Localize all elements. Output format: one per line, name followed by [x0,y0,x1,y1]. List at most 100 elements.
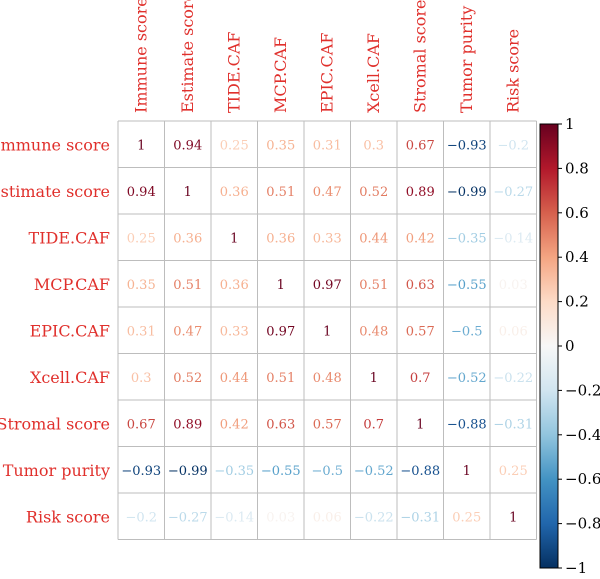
cell-value: 0.63 [266,417,295,432]
cell-value: 0.47 [173,324,202,339]
colorbar-tick-label: −1 [565,559,587,577]
cell-value: −0.52 [447,371,487,386]
colorbar-gradient [539,123,559,569]
row-label: TIDE.CAF [29,228,110,247]
cell-value: −0.5 [451,324,483,339]
cell-value: −0.22 [493,371,533,386]
cell-value: 0.57 [406,324,435,339]
column-labels: Immune score Estimate score TIDE.CAF MCP.CA… [131,0,522,113]
cell-value: 0.36 [173,231,202,246]
colorbar-tick-label: −0.2 [565,381,600,399]
cell-value: 0.33 [313,231,342,246]
colorbar-tick-label: 0 [565,337,575,355]
cell-value: 0.47 [313,185,342,200]
colorbar-tick-label: −0.8 [565,515,600,533]
cell-value: 0.63 [406,278,435,293]
cell-value: −0.27 [168,510,208,525]
cell-value: −0.31 [400,510,440,525]
cell-value: 0.52 [359,185,388,200]
colorbar-tick-label: −0.4 [565,426,600,444]
cell-value: −0.2 [125,510,157,525]
cell-value: 0.31 [127,324,156,339]
cell-value: 0.36 [266,231,295,246]
cell-value: 0.36 [220,278,249,293]
cell-value: 0.3 [363,138,384,153]
cell-value: 0.31 [313,138,342,153]
cell-value: 0.44 [359,231,388,246]
cell-value: 0.51 [266,185,295,200]
cell-value: −0.99 [447,185,487,200]
cell-value: 0.36 [220,185,249,200]
cell-value: 0.06 [313,510,342,525]
cell-value: 0.25 [220,138,249,153]
cell-value: −0.2 [497,138,529,153]
colorbar-tick-label: −0.6 [565,470,600,488]
cell-value: −0.99 [168,464,208,479]
column-label: Estimate score [178,0,197,113]
cell-value: 0.51 [173,278,202,293]
heatmap-cells: 1 0.94 0.25 0.35 0.31 0.3 0.67 −0.93 −0.20.94 1 0.… [117,120,537,540]
row-label: Xcell.CAF [30,368,110,387]
cell-value: −0.93 [447,138,487,153]
row-label: Immune score [0,135,110,154]
cell-value: 0.94 [127,185,156,200]
row-labels: Immune score Estimate score TIDE.CAF MCP.CA… [0,135,110,526]
cell-value: −0.5 [311,464,343,479]
column-label: Stromal score [410,0,429,113]
cell-value: 1 [463,464,471,479]
cell-value: 0.52 [173,371,202,386]
cell-value: −0.14 [214,510,254,525]
cell-value: 0.25 [127,231,156,246]
cell-value: 0.48 [359,324,388,339]
row-label: EPIC.CAF [30,321,110,340]
column-label: Risk score [503,29,522,113]
cell-value: −0.14 [493,231,533,246]
colorbar-tick-label: 0.8 [565,159,589,177]
cell-value: 0.44 [220,371,249,386]
cell-value: −0.35 [214,464,254,479]
cell-value: 0.97 [266,324,295,339]
cell-value: −0.55 [447,278,487,293]
cell-value: 1 [509,510,517,525]
cell-value: 0.3 [131,371,152,386]
column-label: Immune score [131,0,150,113]
cell-value: −0.52 [354,464,394,479]
cell-value: 0.51 [266,371,295,386]
cell-value: −0.22 [354,510,394,525]
cell-value: 1 [230,231,238,246]
cell-value: 0.67 [406,138,435,153]
cell-value: −0.27 [493,185,533,200]
cell-value: 0.03 [266,510,295,525]
cell-value: 0.97 [313,278,342,293]
column-label: EPIC.CAF [317,33,336,113]
cell-value: −0.35 [447,231,487,246]
cell-value: 0.94 [173,138,202,153]
row-label: Tumor purity [3,461,110,480]
cell-value: 0.67 [127,417,156,432]
cell-value: 0.7 [363,417,384,432]
column-label: Tumor purity [457,6,476,113]
row-label: Risk score [26,507,110,526]
colorbar: 1 0.8 0.6 0.4 0.2 0 −0.2 −0.4 −0.6 −0.8 −1 [539,115,600,577]
colorbar-tick-label: 0.4 [565,248,589,266]
row-label: MCP.CAF [34,275,110,294]
colorbar-tick-label: 0.2 [565,293,589,311]
cell-value: 0.03 [499,278,528,293]
cell-value: −0.31 [493,417,533,432]
cell-value: 0.25 [499,464,528,479]
column-label: Xcell.CAF [364,33,383,113]
cell-value: 1 [184,185,192,200]
cell-value: 0.35 [127,278,156,293]
cell-value: −0.88 [400,464,440,479]
cell-value: 1 [277,278,285,293]
column-label: MCP.CAF [271,37,290,113]
row-label: Estimate score [0,182,110,201]
cell-value: −0.88 [447,417,487,432]
cell-value: 0.35 [266,138,295,153]
cell-value: 0.48 [313,371,342,386]
cell-value: 0.89 [173,417,202,432]
cell-value: 0.51 [359,278,388,293]
cell-value: 0.25 [452,510,481,525]
column-label: TIDE.CAF [224,32,243,113]
